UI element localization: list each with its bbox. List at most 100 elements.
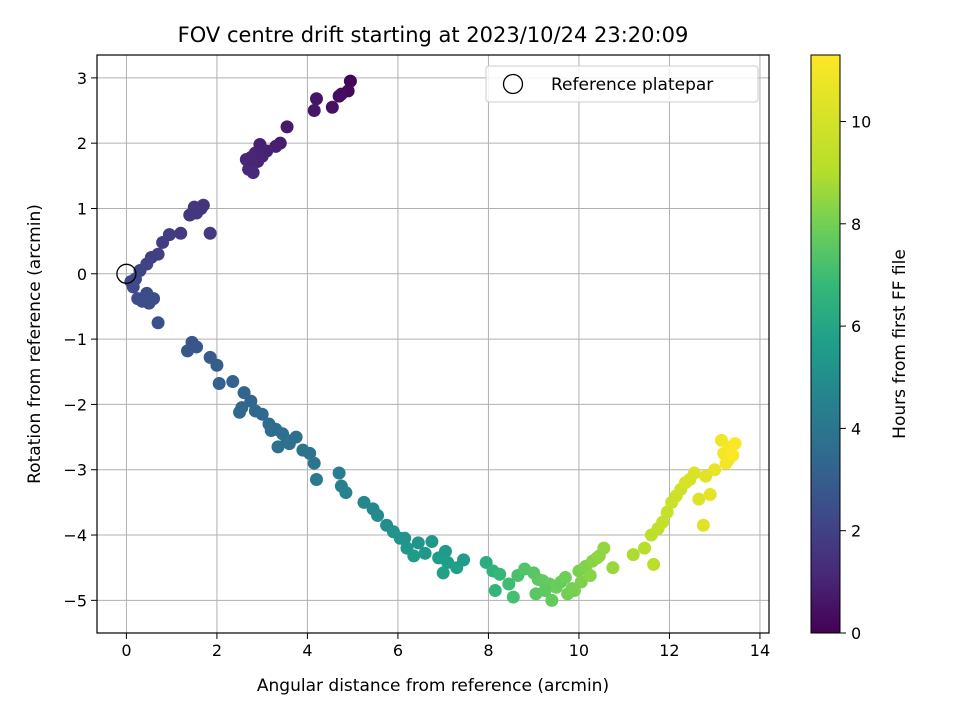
- data-point: [126, 280, 140, 294]
- data-point: [339, 486, 353, 500]
- data-point: [357, 495, 371, 509]
- colorbar-tick-label: 6: [851, 317, 861, 336]
- y-tick-label: 2: [77, 134, 87, 153]
- data-point: [307, 104, 321, 118]
- data-point: [253, 137, 267, 151]
- data-point: [457, 553, 471, 567]
- data-point: [567, 584, 581, 598]
- data-point: [264, 424, 278, 438]
- data-point: [425, 535, 439, 549]
- data-point: [606, 561, 620, 575]
- plot-frame: [96, 54, 770, 634]
- data-point: [545, 593, 559, 607]
- data-point: [239, 152, 253, 166]
- x-tick-label: 4: [302, 641, 312, 660]
- data-point: [181, 344, 195, 358]
- data-point: [244, 394, 258, 408]
- data-point: [411, 536, 425, 550]
- data-point: [502, 577, 516, 591]
- x-axis-label: Angular distance from reference (arcmin): [257, 676, 609, 696]
- data-point: [398, 531, 412, 545]
- y-tick-label: 1: [77, 199, 87, 218]
- data-point: [558, 570, 572, 584]
- legend-label-reference: Reference platepar: [551, 75, 713, 95]
- x-tick-label: 8: [483, 641, 493, 660]
- reference-marker-group: [116, 263, 137, 284]
- data-point: [538, 584, 552, 598]
- x-tick-label: 6: [393, 641, 403, 660]
- data-point: [147, 292, 161, 306]
- y-tick-label: −5: [63, 591, 87, 610]
- data-point: [212, 377, 226, 391]
- data-point: [307, 456, 321, 470]
- legend-box: [485, 65, 759, 103]
- data-point: [174, 226, 188, 240]
- colorbar-tick-label: 10: [851, 112, 871, 131]
- data-point: [703, 488, 717, 502]
- colorbar-label: Hours from first FF file: [890, 249, 910, 439]
- data-point: [325, 100, 339, 114]
- data-point: [246, 166, 260, 180]
- data-point: [506, 590, 520, 604]
- x-tick-label: 12: [659, 641, 679, 660]
- data-point: [271, 440, 285, 454]
- data-point: [418, 546, 432, 560]
- data-point: [371, 508, 385, 522]
- data-point: [656, 515, 670, 529]
- data-point: [183, 208, 197, 222]
- y-tick-label: −3: [63, 461, 87, 480]
- data-point: [726, 448, 740, 462]
- data-point: [226, 375, 240, 389]
- data-point: [438, 544, 452, 558]
- data-point: [592, 549, 606, 563]
- data-point: [708, 463, 722, 477]
- data-point: [280, 120, 294, 134]
- data-point: [699, 469, 713, 483]
- data-point: [343, 74, 357, 88]
- legend: Reference platepar: [485, 65, 759, 103]
- colorbar-tick-label: 2: [851, 522, 861, 541]
- data-point: [638, 541, 652, 555]
- data-point: [692, 492, 706, 506]
- data-point: [203, 226, 217, 240]
- colorbar-tick-label: 4: [851, 419, 861, 438]
- colorbar-ticks: 0 2 4 6 8 10: [840, 112, 871, 643]
- data-point: [151, 316, 165, 330]
- x-tick-label: 0: [121, 641, 131, 660]
- colorbar: [810, 54, 841, 634]
- y-tick-label: −2: [63, 395, 87, 414]
- y-tick-label: 3: [77, 69, 87, 88]
- data-point: [303, 446, 317, 460]
- data-point: [407, 549, 421, 563]
- data-point: [309, 473, 323, 487]
- colorbar-tick-label: 8: [851, 215, 861, 234]
- data-point: [583, 569, 597, 583]
- data-point: [647, 557, 661, 571]
- data-point: [728, 437, 742, 451]
- data-point: [289, 430, 303, 444]
- x-tick-label: 14: [750, 641, 770, 660]
- data-point: [687, 466, 701, 480]
- y-tick-label: −1: [63, 330, 87, 349]
- data-point: [436, 566, 450, 580]
- reference-platepar-marker: [116, 263, 137, 284]
- data-point: [696, 518, 710, 532]
- x-tick-label: 10: [569, 641, 589, 660]
- data-point: [332, 466, 346, 480]
- legend-marker-reference: [502, 73, 524, 95]
- data-point: [309, 92, 323, 106]
- data-point: [156, 235, 170, 249]
- data-point: [488, 584, 502, 598]
- y-axis-label: Rotation from reference (arcmin): [25, 204, 45, 484]
- data-point: [493, 567, 507, 581]
- data-points: [124, 74, 742, 607]
- chart-title: FOV centre drift starting at 2023/10/24 …: [178, 23, 689, 47]
- x-tick-label: 2: [212, 641, 222, 660]
- data-point: [332, 89, 346, 103]
- y-tick-label: 0: [77, 265, 87, 284]
- data-point: [255, 407, 269, 421]
- colorbar-tick-label: 0: [851, 624, 861, 643]
- y-tick-label: −4: [63, 526, 87, 545]
